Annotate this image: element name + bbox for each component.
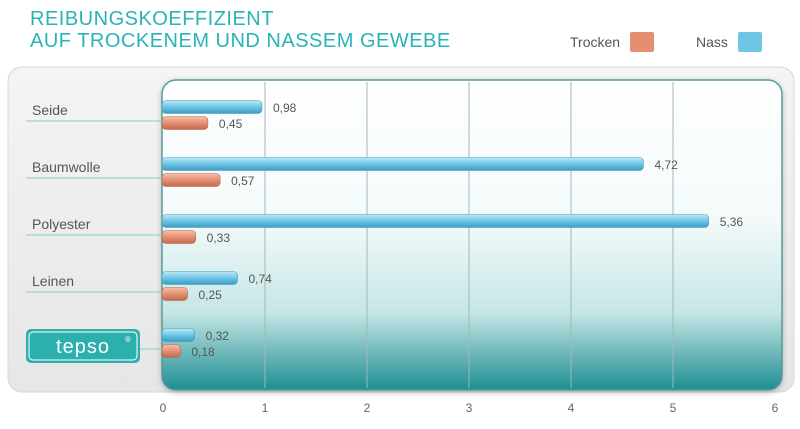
category-label: Baumwolle — [32, 159, 101, 175]
data-label-trocken: 0,18 — [191, 345, 215, 359]
tepso-logo: tepso ® — [26, 329, 140, 363]
data-label-trocken: 0,57 — [231, 174, 255, 188]
x-tick-label: 1 — [262, 401, 269, 415]
x-tick-label: 6 — [772, 401, 779, 415]
data-label-nass: 0,74 — [248, 272, 272, 286]
data-label-nass: 4,72 — [654, 158, 678, 172]
legend-item-nass: Nass — [696, 30, 762, 54]
chart-title-line-1: REIBUNGSKOEFFIZIENT — [30, 8, 274, 30]
legend-item-trocken: Trocken — [570, 30, 655, 54]
data-label-nass: 5,36 — [720, 215, 744, 229]
bar-trocken — [161, 344, 181, 358]
legend-swatch-trocken — [630, 32, 655, 52]
svg-text:tepso: tepso — [56, 336, 110, 358]
bar-trocken — [161, 116, 209, 130]
bar-nass — [161, 100, 263, 114]
category-label: Polyester — [32, 216, 91, 232]
svg-text:®: ® — [125, 335, 131, 344]
x-tick-label: 4 — [568, 401, 575, 415]
data-label-trocken: 0,25 — [199, 288, 223, 302]
bar-trocken — [161, 230, 196, 244]
legend-label-trocken: Trocken — [570, 34, 621, 50]
plot-area — [161, 79, 783, 391]
x-tick-label: 3 — [466, 401, 473, 415]
bar-nass — [161, 271, 238, 285]
data-label-nass: 0,32 — [206, 329, 230, 343]
bar-nass — [161, 157, 644, 171]
chart-title: REIBUNGSKOEFFIZIENT AUF TROCKENEM UND NA… — [30, 8, 451, 52]
category-label: Seide — [32, 102, 68, 118]
bar-trocken — [161, 173, 221, 187]
data-label-trocken: 0,33 — [207, 231, 231, 245]
x-tick-label: 5 — [670, 401, 677, 415]
bar-nass — [161, 328, 195, 342]
bar-nass — [161, 214, 710, 228]
legend-label-nass: Nass — [696, 34, 728, 50]
data-label-nass: 0,98 — [273, 101, 297, 115]
bar-trocken — [161, 287, 188, 301]
data-label-trocken: 0,45 — [219, 117, 243, 131]
x-tick-label: 0 — [160, 401, 167, 415]
legend-swatch-nass — [737, 32, 762, 52]
category-label: Leinen — [32, 273, 74, 289]
chart-title-line-2: AUF TROCKENEM UND NASSEM GEWEBE — [30, 30, 451, 52]
x-tick-label: 2 — [364, 401, 371, 415]
